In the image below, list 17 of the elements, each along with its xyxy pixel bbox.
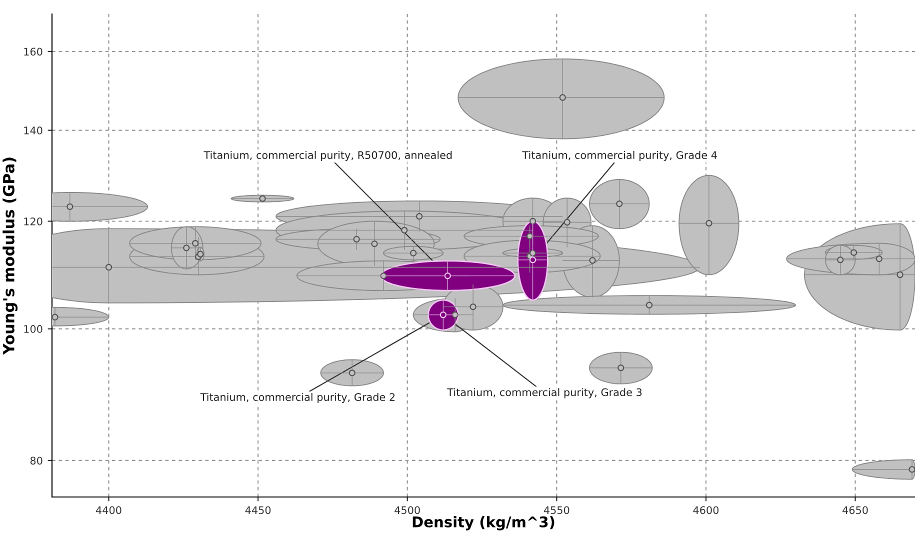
x-axis-title: Density (kg/m^3) bbox=[412, 516, 554, 530]
y-tick-label: 140 bbox=[24, 126, 42, 134]
x-tick-label: 4550 bbox=[544, 506, 570, 514]
annotation: Titanium, commercial purity, Grade 4 bbox=[522, 150, 717, 162]
x-tick-label: 4450 bbox=[245, 506, 271, 514]
x-tick-label: 4600 bbox=[693, 506, 719, 514]
annotation: Titanium, commercial purity, Grade 3 bbox=[447, 388, 642, 398]
y-tick-label: 80 bbox=[30, 456, 42, 465]
annotation: Titanium, commercial purity, R50700, annealed bbox=[204, 150, 452, 162]
x-tick-label: 4650 bbox=[842, 506, 868, 514]
y-tick-label: 100 bbox=[24, 325, 42, 333]
y-axis-title: Young's modulus (GPa) bbox=[2, 158, 18, 355]
x-tick-label: 4400 bbox=[96, 506, 122, 514]
y-tick-label: 120 bbox=[24, 217, 42, 226]
x-tick-label: 4500 bbox=[394, 506, 420, 514]
y-tick-label: 160 bbox=[24, 48, 42, 56]
annotation: Titanium, commercial purity, Grade 2 bbox=[200, 392, 395, 404]
